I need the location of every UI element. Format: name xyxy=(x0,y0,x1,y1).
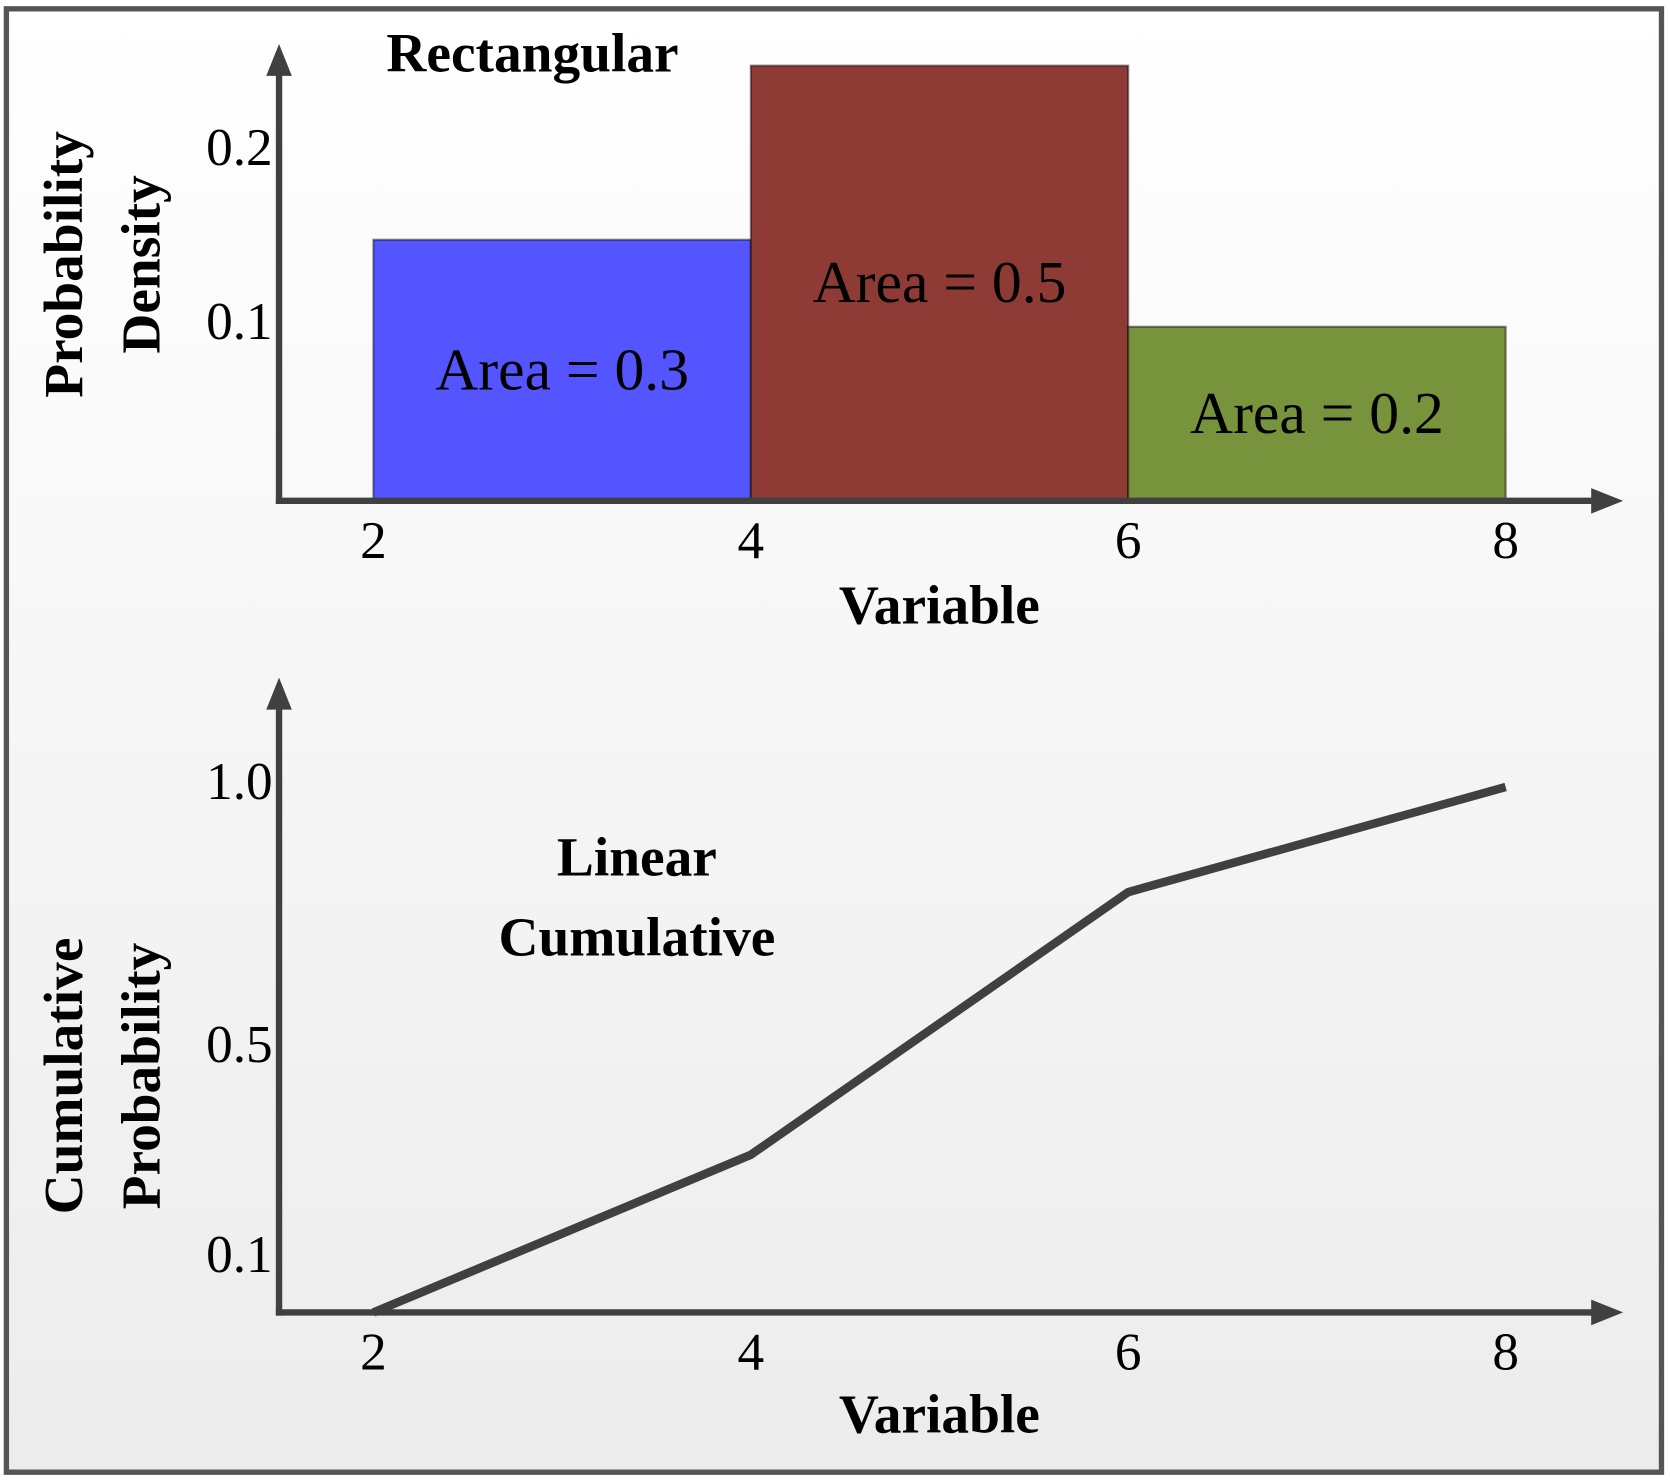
x-axis-label: Variable xyxy=(839,1384,1040,1445)
x-tick-label: 2 xyxy=(360,1322,387,1381)
x-tick-label: 6 xyxy=(1115,1322,1142,1381)
x-tick-label: 8 xyxy=(1492,511,1519,570)
bar-annotation: Area = 0.2 xyxy=(1190,380,1444,446)
chart-title: Linear xyxy=(557,827,717,888)
bar-annotation: Area = 0.5 xyxy=(813,249,1067,315)
line xyxy=(371,782,1507,1317)
bar xyxy=(749,64,1130,502)
y-axis-label: Probability xyxy=(33,131,94,398)
y-tick-label: 0.1 xyxy=(206,292,273,351)
y-tick-label: 0.5 xyxy=(206,1015,273,1074)
x-tick-label: 2 xyxy=(360,511,387,570)
y-axis-label: Probability xyxy=(111,942,172,1209)
y-axis-arrow xyxy=(266,677,292,710)
x-tick-label: 6 xyxy=(1115,511,1142,570)
chart-title: Cumulative xyxy=(498,907,775,968)
bar xyxy=(372,238,752,502)
y-axis-arrow xyxy=(266,43,292,76)
y-tick-label: 0.2 xyxy=(206,118,273,177)
bar-annotation: Area = 0.3 xyxy=(435,336,689,402)
x-axis-arrow xyxy=(1591,1299,1624,1326)
x-axis-label: Variable xyxy=(839,574,1040,635)
x-tick-label: 4 xyxy=(738,1322,765,1381)
y-axis-label: Cumulative xyxy=(33,938,94,1215)
x-tick-label: 8 xyxy=(1492,1322,1519,1381)
y-tick-label: 1.0 xyxy=(206,752,273,811)
y-tick-label: 0.1 xyxy=(206,1225,273,1284)
x-axis-arrow xyxy=(1591,488,1624,514)
y-axis-label: Density xyxy=(111,175,172,354)
chart-title: Rectangular xyxy=(386,23,678,84)
x-tick-label: 4 xyxy=(738,511,765,570)
bar xyxy=(1127,325,1507,502)
